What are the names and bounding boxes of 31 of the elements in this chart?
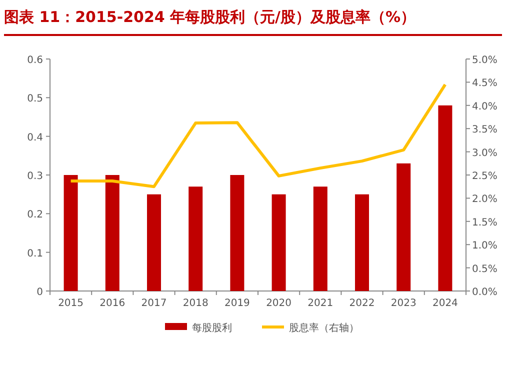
y-tick-label: 0.5	[27, 94, 43, 105]
x-tick-label: 2020	[266, 298, 292, 309]
y2-tick-label: 5.0%	[472, 55, 498, 66]
x-tick-label: 2022	[349, 298, 375, 309]
y-tick-label: 0.3	[27, 171, 43, 182]
y2-tick-label: 1.5%	[472, 217, 498, 228]
y2-tick-label: 1.0%	[472, 240, 498, 252]
y-tick-label: 0.6	[27, 55, 43, 66]
y-tick-label: 0.2	[27, 210, 43, 221]
title: 图表 11：2015-2024 年每股股利（元/股）及股息率（%）	[4, 8, 416, 26]
y2-tick-label: 3.0%	[472, 148, 498, 159]
y2-tick-label: 0.0%	[472, 287, 498, 298]
y-tick-label: 0	[36, 287, 43, 298]
y2-tick-label: 2.0%	[472, 194, 498, 206]
y2-tick-label: 0.5%	[472, 264, 498, 275]
legend-label: 每股股利	[192, 322, 232, 334]
x-tick-label: 2015	[58, 298, 84, 309]
x-tick-label: 2016	[100, 298, 126, 309]
y2-tick-label: 4.5%	[472, 78, 498, 90]
y2-tick-label: 2.5%	[472, 171, 498, 182]
x-tick-label: 2021	[308, 298, 334, 309]
y-tick-label: 0.4	[27, 132, 43, 144]
x-tick-label: 2023	[390, 298, 416, 309]
x-tick-label: 2019	[224, 298, 250, 309]
y2-tick-label: 3.5%	[472, 124, 498, 136]
legend-label: 股息率（右轴）	[289, 322, 359, 334]
y-tick-label: 0.1	[27, 248, 43, 260]
x-tick-label: 2017	[141, 298, 167, 309]
x-tick-label: 2018	[182, 298, 208, 309]
x-tick-label: 2024	[432, 298, 458, 309]
y2-tick-label: 4.0%	[472, 101, 498, 112]
